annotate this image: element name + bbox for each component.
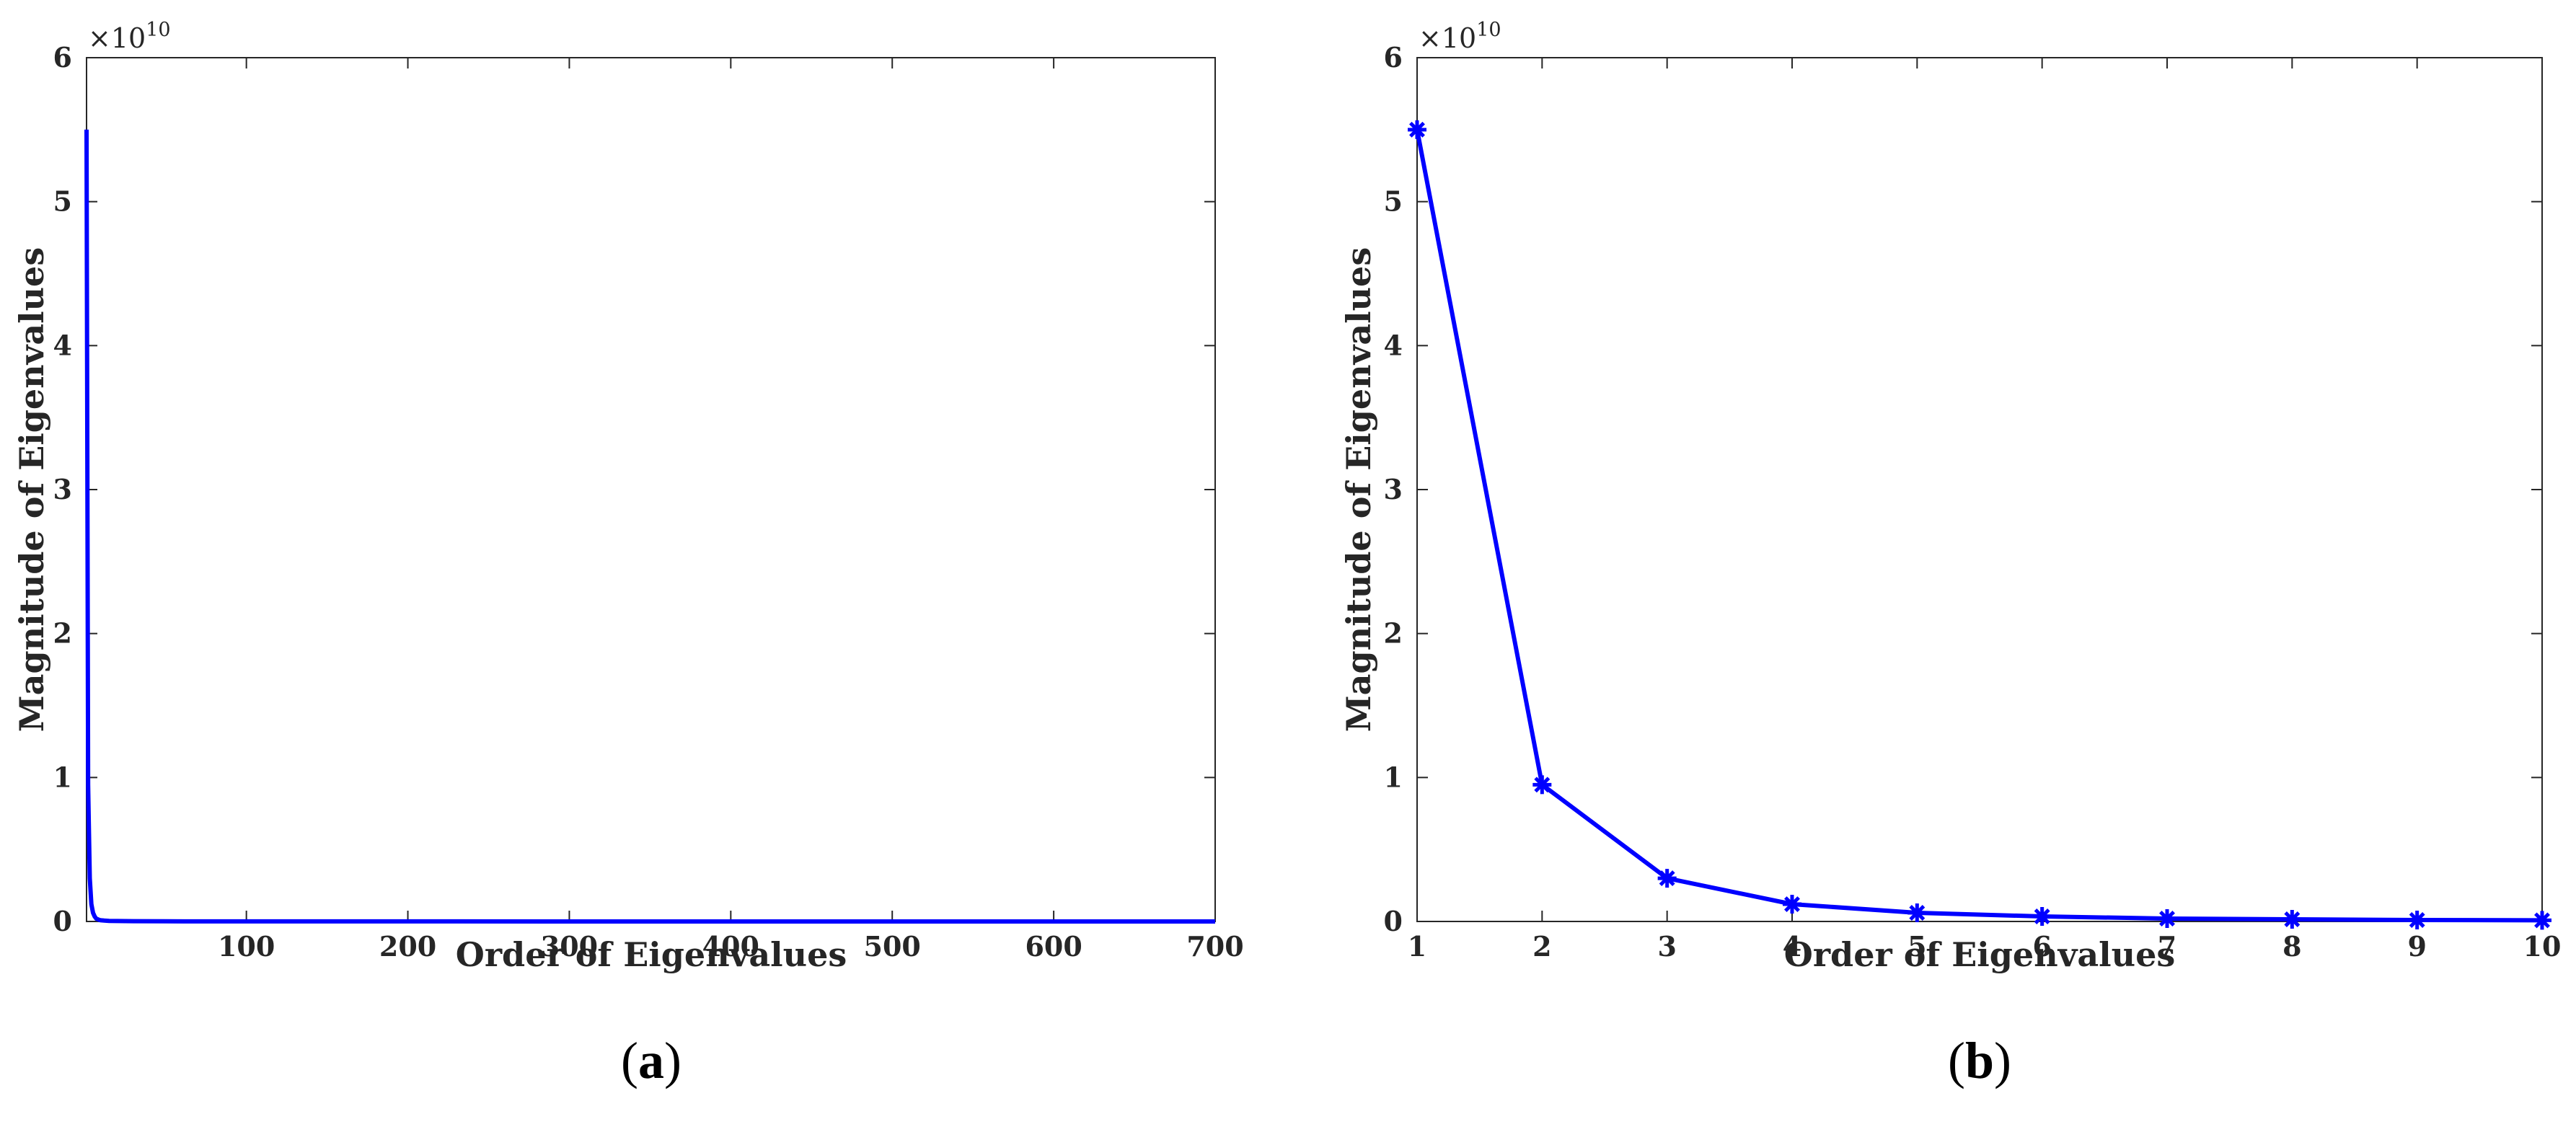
y-tick-label: 1 xyxy=(53,761,72,793)
x-ticks-b: 1 2 3 4 5 6 7 8 9 10 xyxy=(1408,58,2562,963)
plot-area-b xyxy=(1416,57,2543,922)
x-tick-label: 7 xyxy=(2158,930,2176,963)
y-tick-label: 1 xyxy=(1384,761,1403,793)
plot-area-a xyxy=(86,57,1216,922)
y-axis-title-a: Magnitude of Eigenvalues xyxy=(12,247,51,732)
y-tick-label: 2 xyxy=(53,617,72,650)
x-tick-label: 400 xyxy=(702,930,759,963)
x-tick-label: 200 xyxy=(379,930,436,963)
data-point xyxy=(2032,907,2052,927)
data-point xyxy=(2407,911,2427,930)
y-tick-label: 3 xyxy=(1384,473,1403,505)
data-point xyxy=(1532,775,1552,795)
series-line xyxy=(84,129,1215,924)
panel-a: 100 200 300 400 500 600 700 0 1 2 3 4 5 6 Order of E… xyxy=(12,19,1244,1089)
y-tick-label: 5 xyxy=(53,185,72,218)
series-line xyxy=(1415,129,2543,923)
x-tick-label: 3 xyxy=(1657,930,1676,963)
y-multiplier-a: ×1010 xyxy=(88,19,171,54)
y-tick-label: 3 xyxy=(53,473,72,505)
x-tick-label: 5 xyxy=(1907,930,1926,963)
y-tick-label: 2 xyxy=(1384,617,1403,650)
y-multiplier-b: ×1010 xyxy=(1419,19,1501,54)
x-tick-label: 6 xyxy=(2032,930,2051,963)
x-tick-label: 700 xyxy=(1186,930,1243,963)
x-tick-label: 9 xyxy=(2407,930,2426,963)
x-tick-label: 2 xyxy=(1532,930,1551,963)
series-a xyxy=(84,129,1215,924)
data-point xyxy=(1783,895,1801,914)
y-tick-label: 5 xyxy=(1384,185,1403,218)
data-point xyxy=(1657,869,1677,888)
y-tick-label: 0 xyxy=(1384,905,1403,937)
data-point xyxy=(2533,911,2551,930)
x-tick-label: 600 xyxy=(1025,930,1082,963)
y-tick-label: 0 xyxy=(53,905,72,937)
y-tick-label: 4 xyxy=(1384,329,1403,361)
x-tick-label: 1 xyxy=(1408,930,1426,963)
data-point xyxy=(2282,910,2302,929)
data-point xyxy=(1408,120,1426,139)
series-b xyxy=(1408,120,2551,930)
x-tick-label: 4 xyxy=(1783,930,1801,963)
y-tick-label: 6 xyxy=(1384,41,1403,74)
panel-caption-a: (a) xyxy=(621,1032,682,1089)
panel-caption-b: (b) xyxy=(1948,1032,2011,1089)
x-axis-title-b: Order of Eigenvalues xyxy=(1784,935,2176,974)
data-point xyxy=(2158,909,2176,929)
x-axis-title-a: Order of Eigenvalues xyxy=(456,935,847,974)
x-tick-label: 8 xyxy=(2282,930,2301,963)
y-tick-label: 4 xyxy=(53,329,72,361)
x-tick-label: 10 xyxy=(2523,930,2562,963)
x-tick-label: 500 xyxy=(864,930,921,963)
y-axis-title-b: Magnitude of Eigenvalues xyxy=(1339,247,1378,732)
y-tick-label: 6 xyxy=(53,41,72,74)
x-tick-label: 100 xyxy=(218,930,275,963)
data-point xyxy=(1907,903,1927,923)
x-tick-label: 300 xyxy=(541,930,598,963)
y-ticks-b: 0 1 2 3 4 5 6 xyxy=(1384,41,2542,937)
x-ticks-a: 100 200 300 400 500 600 700 xyxy=(218,58,1244,963)
